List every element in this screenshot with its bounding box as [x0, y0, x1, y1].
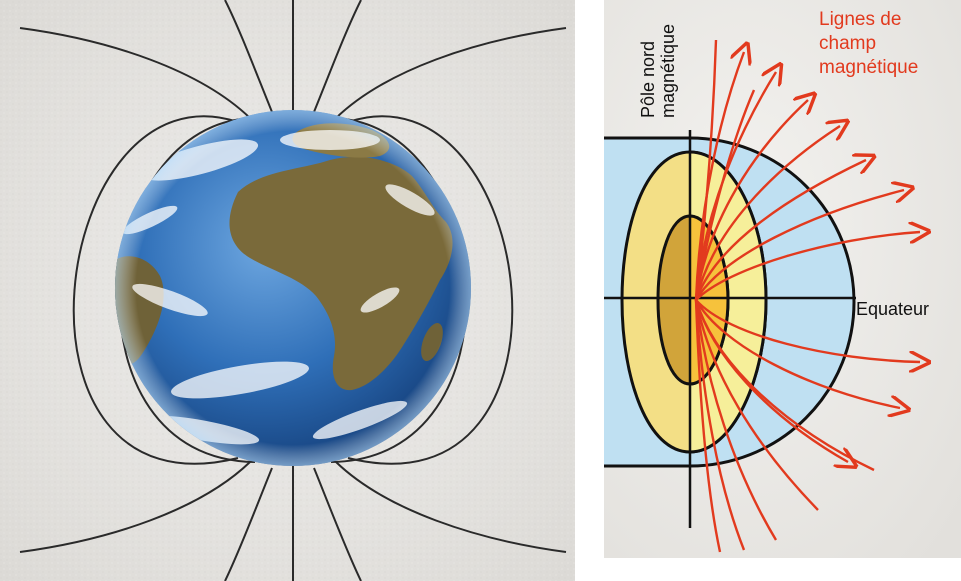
- label-equator: Equateur: [856, 299, 929, 320]
- earth-cross-section: Lignes de champ magnétique Pôle nord mag…: [604, 0, 961, 558]
- label-magnetic-north-pole: Pôle nord magnétique: [638, 24, 678, 118]
- label-field-lines: Lignes de champ magnétique: [819, 8, 918, 80]
- earth-field-svg: [0, 0, 575, 581]
- earth-field-illustration: [0, 0, 575, 581]
